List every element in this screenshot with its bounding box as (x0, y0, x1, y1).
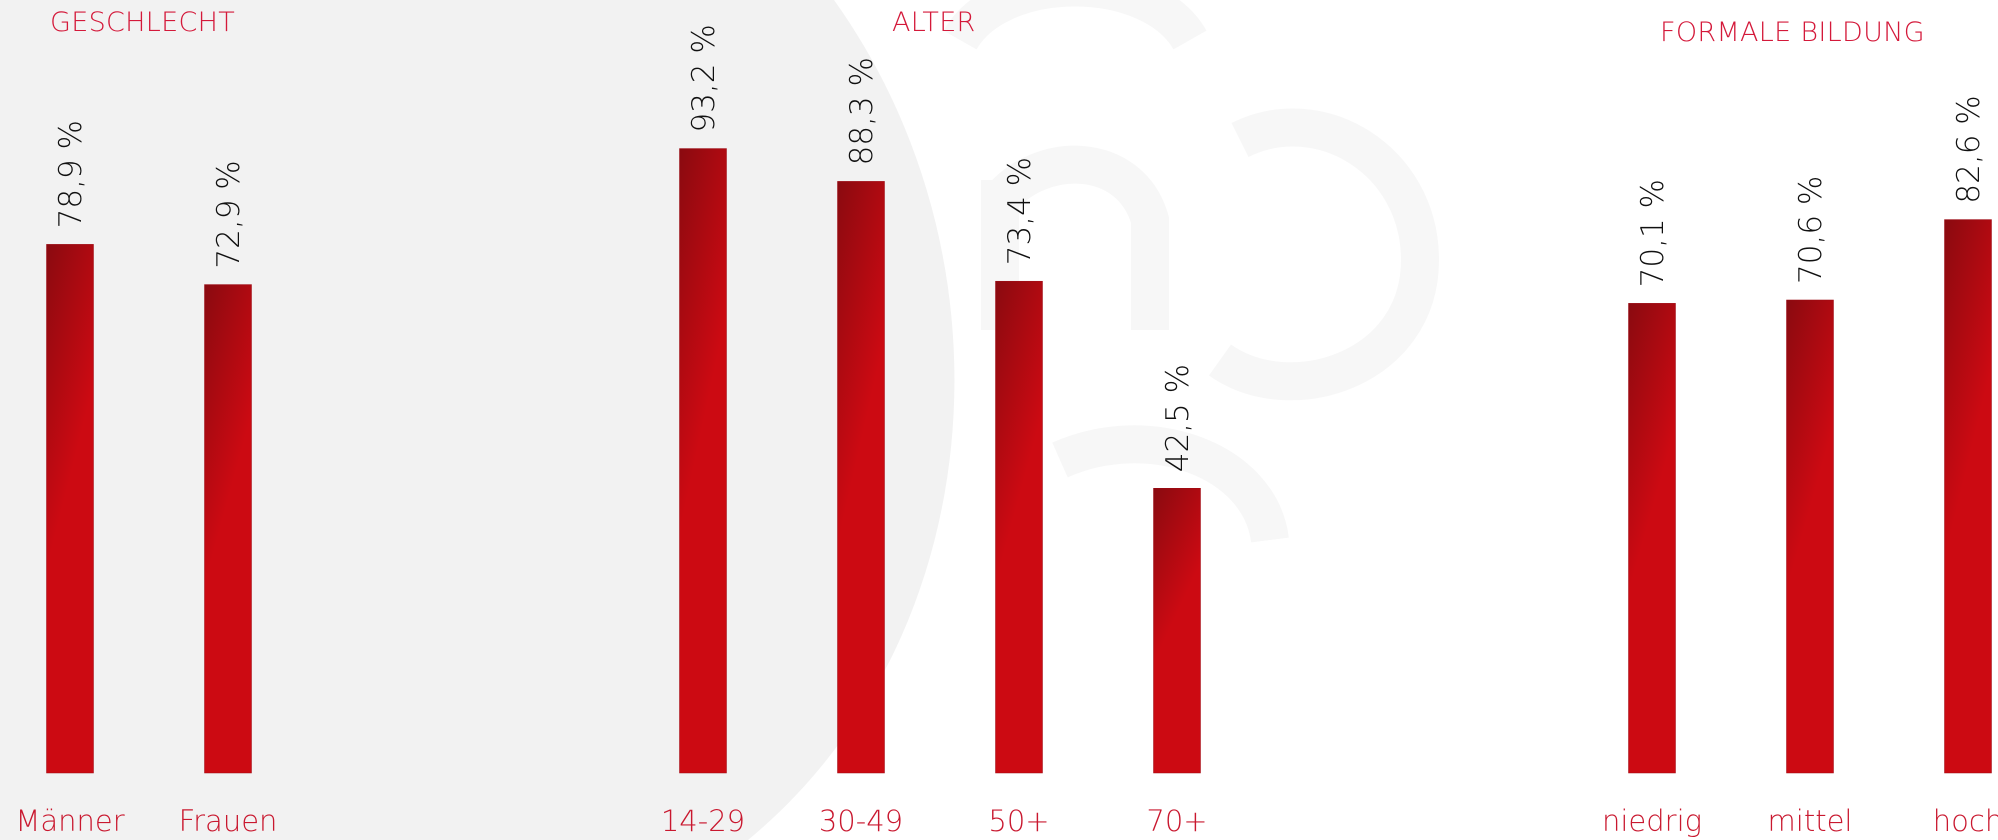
category-label: 30-49 (819, 804, 903, 838)
category-label: mittel (1768, 804, 1853, 838)
chart-formale-bildung: FORMALE BILDUNG 70,1 % niedrig 70,6 % mitte… (1602, 17, 1998, 838)
data-label: 42,5 % (1160, 364, 1196, 472)
bar (1153, 488, 1201, 774)
bar (679, 148, 727, 774)
category-label: hoch (1933, 804, 1998, 838)
chart-geschlecht: GESCHLECHT 78,9 % Männer 72,9 % Frauen (15, 7, 277, 838)
data-label: 70,1 % (1635, 179, 1671, 287)
watermark-arc-3 (1052, 425, 1289, 544)
data-label: 72,9 % (211, 160, 247, 268)
category-label: Frauen (179, 804, 278, 838)
bar (1628, 303, 1676, 774)
data-label: 73,4 % (1002, 157, 1038, 265)
data-label: 78,9 % (53, 120, 89, 228)
chart-title: ALTER (892, 7, 976, 38)
chart-alter: ALTER 93,2 % 14-29 88,3 % 30-49 73,4 % 50+ 42,… (661, 7, 1208, 838)
watermark-arc-2 (1208, 108, 1440, 401)
bar (1786, 299, 1834, 774)
bar (837, 181, 885, 774)
bar (995, 280, 1043, 774)
category-label: niedrig (1602, 804, 1702, 838)
bar (1944, 219, 1992, 774)
category-label: 70+ (1146, 804, 1207, 838)
watermark-arc-1 (943, 0, 1207, 51)
bar (46, 244, 94, 774)
category-label: 50+ (988, 804, 1049, 838)
data-label: 88,3 % (844, 57, 880, 165)
data-label: 93,2 % (686, 24, 722, 132)
category-label: Männer (15, 804, 124, 838)
category-label: 14-29 (661, 804, 745, 838)
data-label: 82,6 % (1951, 95, 1987, 203)
chart-title: FORMALE BILDUNG (1660, 17, 1925, 48)
bar (204, 284, 252, 774)
chart-title: GESCHLECHT (50, 7, 235, 38)
data-label: 70,6 % (1793, 176, 1829, 284)
